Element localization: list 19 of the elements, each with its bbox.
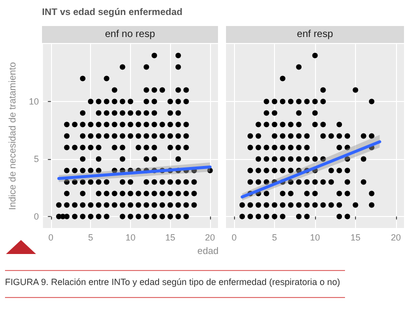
x-axis-title: edad xyxy=(196,246,220,257)
x-tick-label: 20 xyxy=(390,232,401,242)
x-tick-label: 5 xyxy=(272,232,278,242)
x-tick-label: 5 xyxy=(88,232,94,242)
y-tick-label: 0 xyxy=(34,212,39,222)
x-tick-label: 10 xyxy=(125,232,136,242)
x-tick-label: 10 xyxy=(310,232,320,242)
chart-subtitle: enf no resp xyxy=(42,26,218,43)
x-tick-label: 0 xyxy=(232,232,237,242)
y-axis-title: Indice de necesidad de tratamiento xyxy=(8,62,18,210)
y-tick-label: 5 xyxy=(34,154,39,164)
chart-title: INT vs edad según enfermedad xyxy=(42,7,182,18)
y-tick-label: 10 xyxy=(28,96,39,106)
x-tick-label: 15 xyxy=(350,232,360,242)
x-tick-label: 0 xyxy=(48,232,54,242)
text: FIGURA 9. Relación entre INTo y edad según tipo de enfermedad (respiratoria o no) xyxy=(5,270,345,298)
x-tick-label: 20 xyxy=(205,232,216,242)
chart-title: enf resp xyxy=(226,26,404,43)
x-tick-label: 15 xyxy=(165,232,176,242)
